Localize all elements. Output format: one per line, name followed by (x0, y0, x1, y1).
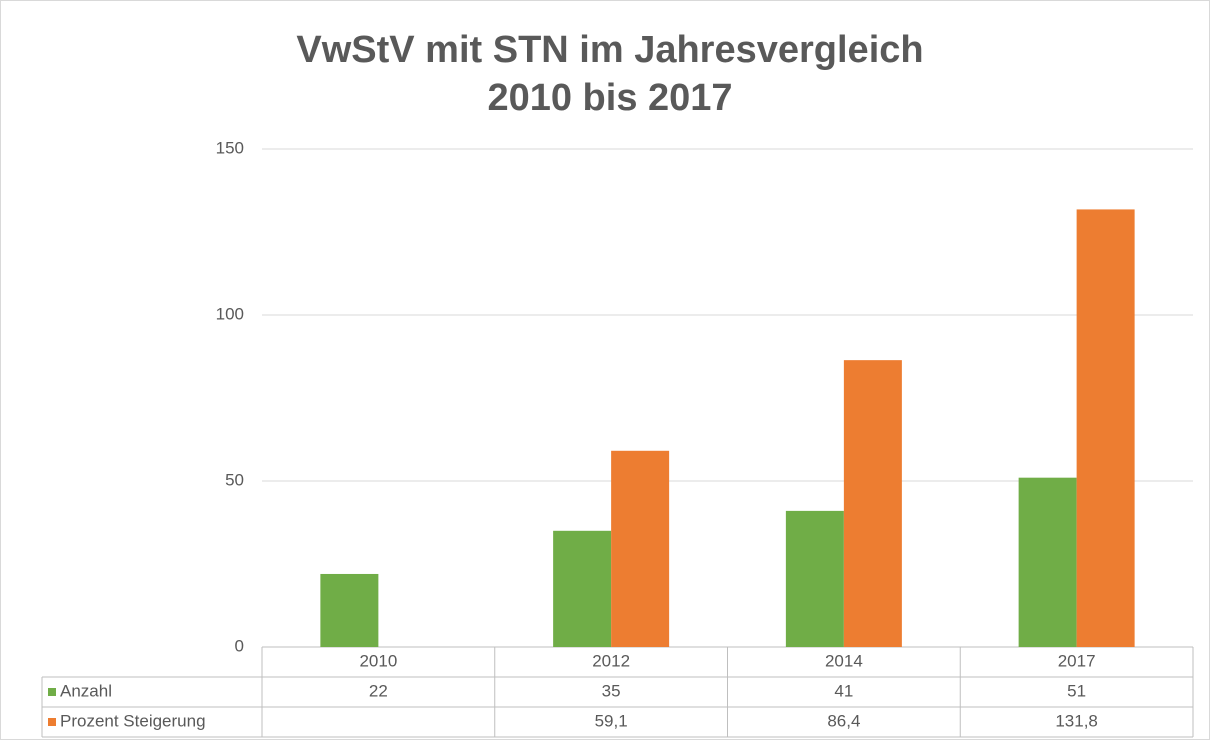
legend-label: Prozent Steigerung (60, 711, 206, 730)
bar (785, 510, 844, 647)
y-tick-label: 0 (235, 636, 244, 655)
y-tick-label: 50 (225, 470, 244, 489)
chart-title: VwStV mit STN im Jahresvergleich (296, 29, 923, 71)
bar (611, 450, 670, 647)
chart-title: 2010 bis 2017 (487, 77, 732, 119)
table-value: 41 (834, 681, 853, 700)
legend-swatch (48, 688, 56, 696)
x-tick-label: 2014 (825, 651, 863, 670)
table-value: 131,8 (1055, 711, 1098, 730)
x-tick-label: 2010 (359, 651, 397, 670)
y-tick-label: 150 (216, 138, 244, 157)
bar (843, 360, 902, 647)
x-tick-label: 2012 (592, 651, 630, 670)
legend-swatch (48, 718, 56, 726)
legend-label: Anzahl (60, 681, 112, 700)
bar (553, 530, 612, 647)
table-value: 59,1 (595, 711, 628, 730)
bar (320, 573, 379, 647)
y-tick-label: 100 (216, 304, 244, 323)
table-value: 35 (602, 681, 621, 700)
bar (1076, 209, 1135, 647)
table-value: 22 (369, 681, 388, 700)
bar (1018, 477, 1077, 647)
table-value: 51 (1067, 681, 1086, 700)
x-tick-label: 2017 (1058, 651, 1096, 670)
table-value: 86,4 (827, 711, 860, 730)
